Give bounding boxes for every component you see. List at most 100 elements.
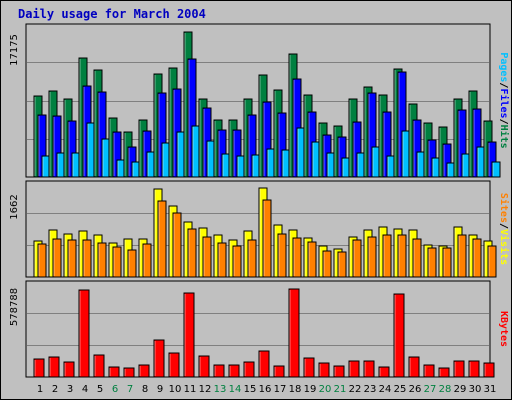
bar-kbytes-day-24 [378, 366, 390, 378]
bar-sites-day-22-body [352, 239, 362, 278]
bar-kbytes-day-3-body [63, 361, 75, 378]
legend-entry-visits: Visits [498, 229, 510, 265]
x-tick-label: 17 [274, 384, 287, 395]
bar-sites-day-26-body [412, 238, 422, 278]
bar-kbytes-day-24-body [378, 366, 390, 378]
bar-kbytes-day-16 [258, 350, 270, 378]
bar-sites-day-26 [412, 238, 422, 278]
bar-sites-day-27-body [427, 247, 437, 278]
bar-kbytes-day-13 [213, 364, 225, 378]
bar-sites-day-17-body [277, 233, 287, 278]
bar-sites-day-10 [172, 212, 182, 278]
bar-sites-day-5 [97, 242, 107, 278]
bar-kbytes-day-17-body [273, 365, 285, 378]
bar-kbytes-day-13-body [213, 364, 225, 378]
bar-sites-day-29-body [457, 234, 467, 278]
bar-sites-day-11-body [187, 228, 197, 278]
bar-kbytes-day-21-body [333, 365, 345, 378]
bar-sites-day-25-body [397, 234, 407, 278]
bar-kbytes-day-9-body [153, 339, 165, 378]
x-tick-label: 23 [364, 384, 377, 395]
bar-kbytes-day-17 [273, 365, 285, 378]
bar-sites-day-21 [337, 251, 347, 278]
bar-kbytes-day-2-body [48, 356, 60, 378]
x-tick-label: 4 [82, 384, 88, 395]
bar-kbytes-day-27 [423, 364, 435, 378]
bar-kbytes-day-14 [228, 364, 240, 378]
bar-kbytes-day-15-body [243, 361, 255, 378]
bar-sites-day-27 [427, 247, 437, 278]
bar-kbytes-day-6 [108, 366, 120, 378]
x-tick-label: 11 [184, 384, 197, 395]
bar-sites-day-25 [397, 234, 407, 278]
x-tick-label: 22 [349, 384, 362, 395]
bar-sites-day-10-body [172, 212, 182, 278]
bar-kbytes-day-5 [93, 354, 105, 378]
bar-sites-day-13-body [217, 242, 227, 278]
bar-sites-day-14 [232, 245, 242, 278]
bar-kbytes-day-5-body [93, 354, 105, 378]
legend-entry-files: Files [498, 88, 510, 118]
x-tick-label: 15 [244, 384, 257, 395]
x-tick-label: 1 [37, 384, 43, 395]
bar-sites-day-7-body [127, 249, 137, 278]
bar-kbytes-day-23 [363, 360, 375, 378]
bar-sites-day-2 [52, 238, 62, 278]
bar-sites-day-6-body [112, 246, 122, 278]
bar-kbytes-day-27-body [423, 364, 435, 378]
bar-kbytes-day-31-body [483, 362, 495, 378]
x-tick-label: 24 [379, 384, 392, 395]
bar-sites-day-6 [112, 246, 122, 278]
bar-pages-day-31-body [491, 161, 501, 178]
bar-kbytes-day-6-body [108, 366, 120, 378]
bar-sites-day-3-body [67, 239, 77, 278]
legend-entry-pages: Pages [498, 52, 509, 82]
bar-sites-day-12 [202, 236, 212, 278]
bar-kbytes-day-30 [468, 360, 480, 378]
bar-pages-day-31 [491, 161, 501, 178]
x-tick-label: 10 [169, 384, 182, 395]
bar-kbytes-day-20-body [318, 362, 330, 378]
bar-kbytes-day-19 [303, 357, 315, 378]
bar-sites-day-8-body [142, 243, 152, 278]
bar-kbytes-day-21 [333, 365, 345, 378]
bar-kbytes-day-8-body [138, 364, 150, 378]
x-tick-label: 26 [409, 384, 422, 395]
bar-sites-day-14-body [232, 245, 242, 278]
bar-sites-day-20-body [322, 250, 332, 278]
bar-kbytes-day-2 [48, 356, 60, 378]
bar-kbytes-day-10-body [168, 352, 180, 378]
bar-kbytes-day-18-body [288, 288, 300, 378]
legend-kbytes: KBytes [498, 311, 509, 347]
bar-kbytes-day-12 [198, 355, 210, 378]
bar-sites-day-30-body [472, 238, 482, 278]
bar-kbytes-day-31 [483, 362, 495, 378]
bar-kbytes-day-23-body [363, 360, 375, 378]
bar-sites-day-1 [37, 243, 47, 278]
y-max-label-kbytes: 578788 [9, 288, 20, 326]
bar-sites-day-28 [442, 247, 452, 278]
bar-sites-day-12-body [202, 236, 212, 278]
bar-sites-day-23 [367, 236, 377, 278]
bar-kbytes-day-14-body [228, 364, 240, 378]
bar-sites-day-11 [187, 228, 197, 278]
legend-separator: / [498, 119, 509, 125]
bar-kbytes-day-15 [243, 361, 255, 378]
x-tick-label: 13 [214, 384, 227, 395]
bar-kbytes-day-18 [288, 288, 300, 378]
bar-sites-day-23-body [367, 236, 377, 278]
bar-kbytes-day-29-body [453, 360, 465, 378]
legend-entry-sites: Sites [498, 193, 510, 223]
x-tick-label: 6 [112, 384, 118, 395]
bar-kbytes-day-8 [138, 364, 150, 378]
bar-kbytes-day-22 [348, 360, 360, 378]
bar-kbytes-day-28 [438, 367, 450, 378]
bar-sites-day-28-body [442, 247, 452, 278]
bar-kbytes-day-11-body [183, 292, 195, 378]
bar-sites-day-16 [262, 199, 272, 278]
x-tick-label: 3 [67, 384, 73, 395]
bar-sites-day-2-body [52, 238, 62, 278]
bar-sites-day-31 [487, 245, 497, 278]
legend-entry-hits: Hits [498, 125, 510, 149]
